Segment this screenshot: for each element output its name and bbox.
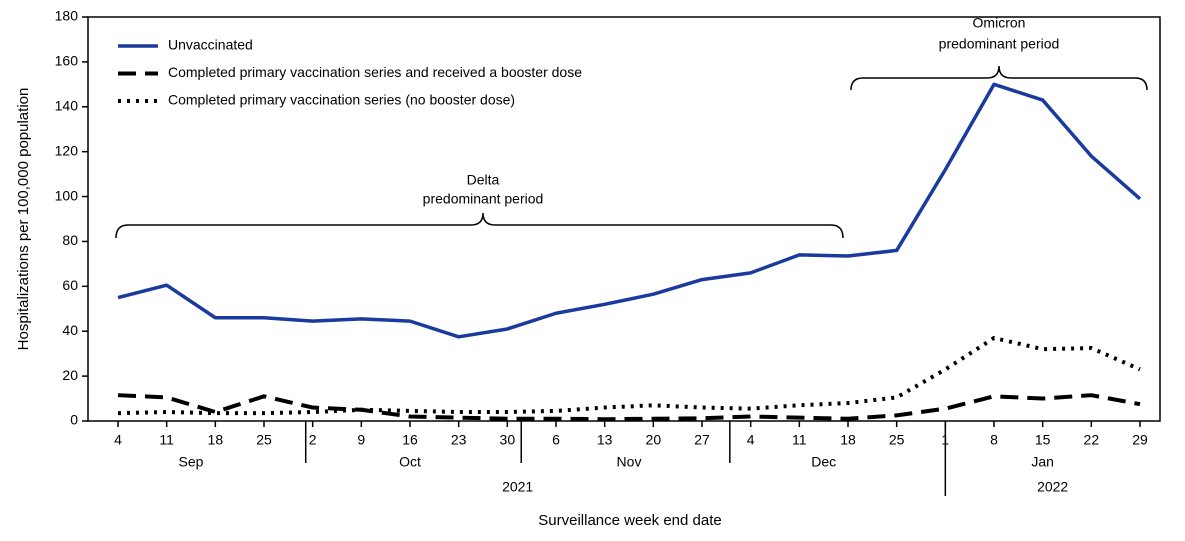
annotation: Omicron bbox=[973, 15, 1026, 31]
legend-label: Completed primary vaccination series (no… bbox=[168, 92, 515, 108]
month-label: Sep bbox=[179, 454, 204, 470]
delta-bracket bbox=[115, 212, 844, 239]
x-tick-label: 6 bbox=[552, 432, 560, 448]
year-label: 2022 bbox=[1037, 479, 1068, 495]
x-tick-label: 30 bbox=[500, 432, 516, 448]
series-line bbox=[117, 393, 1141, 422]
x-tick-label: 8 bbox=[990, 432, 998, 448]
y-tick-label: 120 bbox=[55, 142, 79, 158]
annotation: Delta bbox=[467, 172, 500, 188]
annotation: predominant period bbox=[939, 36, 1060, 52]
y-tick-label: 100 bbox=[55, 187, 79, 203]
y-axis-title: Hospitalizations per 100,000 population bbox=[15, 88, 32, 351]
x-tick-label: 22 bbox=[1084, 432, 1100, 448]
y-tick-label: 0 bbox=[70, 412, 78, 428]
year-label: 2021 bbox=[502, 479, 533, 495]
omicron-bracket bbox=[850, 65, 1148, 91]
x-tick-label: 2 bbox=[309, 432, 317, 448]
month-label: Dec bbox=[811, 454, 836, 470]
x-tick-label: 18 bbox=[208, 432, 224, 448]
plot-frame bbox=[87, 16, 1161, 422]
month-label: Jan bbox=[1031, 454, 1054, 470]
y-tick-label: 180 bbox=[55, 8, 79, 24]
month-label: Nov bbox=[617, 454, 642, 470]
x-tick-label: 20 bbox=[646, 432, 662, 448]
x-tick-label: 4 bbox=[114, 432, 122, 448]
x-tick-label: 18 bbox=[840, 432, 856, 448]
x-tick-label: 15 bbox=[1035, 432, 1051, 448]
y-tick-label: 140 bbox=[55, 97, 79, 113]
x-tick-label: 27 bbox=[694, 432, 710, 448]
x-tick-label: 23 bbox=[451, 432, 467, 448]
x-tick-label: 11 bbox=[159, 432, 174, 448]
y-tick-label: 20 bbox=[62, 367, 78, 383]
legend-label: Completed primary vaccination series and… bbox=[168, 64, 582, 80]
x-axis-title: Surveillance week end date bbox=[538, 512, 721, 529]
month-label: Oct bbox=[399, 454, 421, 470]
x-tick-label: 11 bbox=[792, 432, 807, 448]
annotation: predominant period bbox=[423, 191, 544, 207]
x-tick-label: 29 bbox=[1132, 432, 1148, 448]
x-tick-label: 4 bbox=[747, 432, 755, 448]
y-tick-label: 160 bbox=[55, 53, 79, 69]
x-tick-label: 25 bbox=[256, 432, 272, 448]
y-tick-label: 80 bbox=[62, 232, 78, 248]
x-tick-label: 9 bbox=[357, 432, 365, 448]
y-tick-label: 60 bbox=[62, 277, 78, 293]
series-line bbox=[117, 82, 1142, 339]
x-tick-label: 16 bbox=[402, 432, 418, 448]
x-tick-label: 13 bbox=[597, 432, 613, 448]
x-tick-label: 25 bbox=[889, 432, 905, 448]
series-line bbox=[117, 335, 1141, 416]
legend-label: Unvaccinated bbox=[168, 37, 253, 53]
y-tick-label: 40 bbox=[62, 322, 78, 338]
